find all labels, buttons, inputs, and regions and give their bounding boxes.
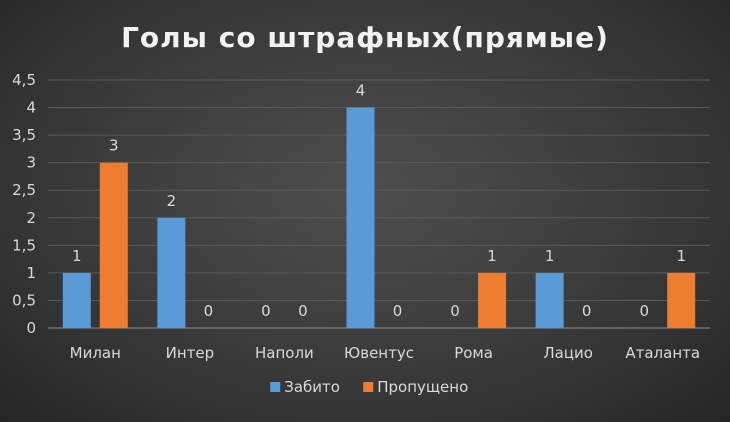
data-label: 1 bbox=[72, 247, 82, 265]
bar-conceded bbox=[478, 272, 507, 328]
data-labels: 1 3 2 0 0 0 4 0 0 1 1 0 0 1 bbox=[72, 82, 686, 320]
bar-scored bbox=[346, 107, 375, 328]
data-label: 1 bbox=[545, 247, 555, 265]
y-tick-label: 0 bbox=[26, 319, 36, 337]
data-label: 2 bbox=[167, 192, 177, 210]
data-label: 0 bbox=[204, 302, 214, 320]
gridlines bbox=[48, 79, 710, 329]
y-tick-label: 1 bbox=[26, 264, 36, 282]
legend-swatch bbox=[270, 382, 281, 392]
bar-scored bbox=[157, 217, 186, 328]
data-label: 1 bbox=[676, 247, 686, 265]
bar-conceded bbox=[99, 162, 128, 328]
legend-label: Пропущено bbox=[377, 378, 468, 396]
legend: Забито Пропущено bbox=[270, 378, 468, 396]
data-label: 0 bbox=[639, 302, 649, 320]
data-label: 4 bbox=[356, 82, 366, 100]
x-tick-label: Аталанта bbox=[625, 344, 700, 362]
y-tick-label: 2,5 bbox=[12, 181, 36, 199]
data-label: 1 bbox=[487, 247, 497, 265]
chart-title: Голы со штрафных(прямые) bbox=[121, 21, 609, 54]
data-label: 0 bbox=[450, 302, 460, 320]
y-tick-label: 3,5 bbox=[12, 126, 36, 144]
bars bbox=[62, 107, 696, 328]
x-tick-label: Лацио bbox=[543, 344, 593, 362]
data-label: 3 bbox=[109, 137, 119, 155]
bar-conceded bbox=[667, 272, 696, 328]
y-tick-label: 4 bbox=[26, 99, 36, 117]
y-tick-label: 2 bbox=[26, 209, 36, 227]
x-tick-label: Рома bbox=[454, 344, 493, 362]
data-label: 0 bbox=[393, 302, 403, 320]
legend-swatch bbox=[363, 382, 374, 392]
bar-scored bbox=[62, 272, 91, 328]
data-label: 0 bbox=[261, 302, 271, 320]
y-axis: 0 0,5 1 1,5 2 2,5 3 3,5 4 4,5 bbox=[12, 71, 36, 337]
x-tick-label: Наполи bbox=[255, 344, 314, 362]
y-tick-label: 0,5 bbox=[12, 291, 36, 309]
y-tick-label: 3 bbox=[26, 154, 36, 172]
data-label: 0 bbox=[298, 302, 308, 320]
legend-label: Забито bbox=[284, 378, 340, 396]
bar-scored bbox=[535, 272, 564, 328]
x-tick-label: Ювентус bbox=[344, 344, 414, 362]
x-tick-label: Милан bbox=[70, 344, 121, 362]
data-label: 0 bbox=[582, 302, 592, 320]
x-tick-label: Интер bbox=[166, 344, 215, 362]
y-tick-label: 4,5 bbox=[12, 71, 36, 89]
x-axis: Милан Интер Наполи Ювентус Рома Лацио Аталанта bbox=[70, 344, 700, 362]
y-tick-label: 1,5 bbox=[12, 236, 36, 254]
